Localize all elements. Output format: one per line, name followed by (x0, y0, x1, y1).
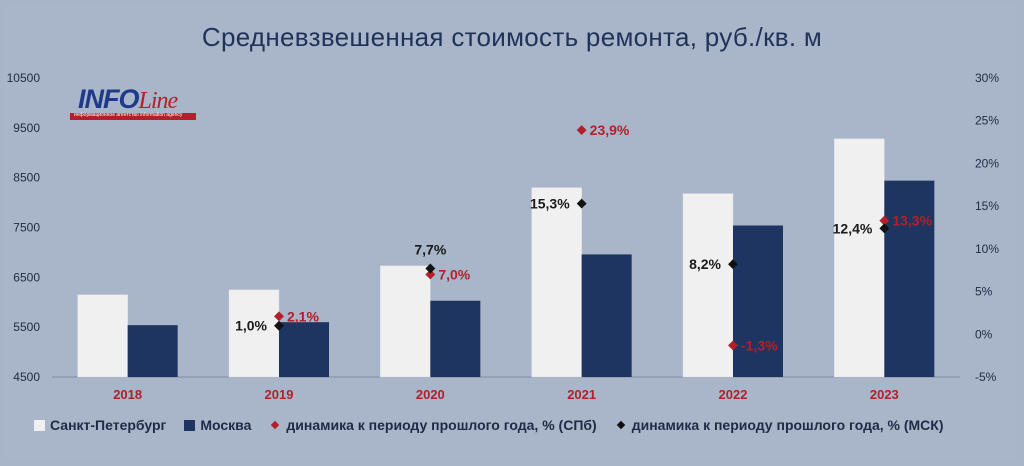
y-right-tick-label: -5% (975, 370, 997, 384)
legend-label-msk: Москва (200, 417, 252, 433)
data-label-spb-dyn: -1,3% (741, 337, 778, 353)
marker-spb-dyn (879, 215, 890, 226)
x-tick-label: 2018 (113, 387, 142, 402)
legend-label-msk-dyn: динамика к периоду прошлого года, % (МСК… (631, 417, 944, 433)
legend-marker-msk-dyn (616, 420, 625, 430)
bar-msk (884, 180, 935, 377)
marker-spb-dyn (576, 125, 587, 136)
logo-wordmark: INFOLine (78, 84, 178, 114)
legend-item-spb-dyn: динамика к периоду прошлого года, % (СПб… (269, 417, 597, 433)
legend-swatch-spb (34, 419, 45, 431)
bar-msk (581, 254, 632, 377)
marker-msk-dyn (879, 223, 890, 234)
data-label-msk-dyn: 1,0% (235, 318, 267, 334)
logo-bar (70, 113, 196, 120)
marker-msk-dyn (274, 320, 284, 331)
bar-msk (279, 322, 329, 377)
data-label-msk-dyn: 15,3% (530, 196, 570, 212)
bar-spb (682, 193, 734, 378)
marker-msk-dyn (576, 198, 587, 209)
y-left-tick-label: 8500 (13, 171, 40, 185)
legend-item-msk-dyn: динамика к периоду прошлого года, % (МСК… (615, 417, 944, 433)
data-label-spb-dyn: 23,9% (590, 122, 630, 138)
bar-msk (127, 325, 178, 377)
data-label-spb-dyn: 7,0% (438, 266, 470, 282)
legend-swatch-msk (184, 419, 196, 431)
marker-spb-dyn (274, 311, 284, 322)
y-left-tick-label: 10500 (7, 71, 41, 85)
y-right-tick-label: 15% (975, 199, 999, 213)
bar-msk (733, 225, 783, 377)
y-right-tick-label: 20% (975, 156, 999, 170)
legend-label-spb: Санкт-Петербург (50, 417, 167, 433)
y-right-tick-label: 25% (975, 114, 999, 128)
bar-spb (834, 138, 885, 378)
legend-item-msk: Москва (184, 417, 251, 433)
bar-msk (430, 300, 481, 377)
infoline-logo: INFOLine информационное агентство inform… (70, 84, 200, 124)
legend-item-spb: Санкт-Петербург (34, 417, 166, 433)
x-tick-label: 2023 (870, 387, 899, 402)
y-left-tick-label: 6500 (13, 270, 40, 284)
y-right-tick-label: 10% (975, 242, 999, 256)
y-right-tick-label: 0% (975, 327, 993, 341)
x-tick-label: 2022 (719, 387, 748, 402)
x-tick-label: 2020 (416, 387, 445, 402)
marker-spb-dyn (728, 340, 738, 351)
bar-spb (228, 289, 280, 378)
y-left-tick-label: 4500 (13, 370, 40, 384)
y-left-tick-label: 9500 (13, 121, 40, 135)
marker-msk-dyn (728, 259, 738, 270)
legend-label-spb-dyn: динамика к периоду прошлого года, % (СПб… (286, 417, 597, 433)
data-label-spb-dyn: 13,3% (892, 213, 932, 229)
logo-tagline: информационное агентство information age… (74, 112, 183, 118)
y-left-tick-label: 7500 (13, 221, 40, 235)
legend: Санкт-Петербург Москва динамика к период… (34, 417, 962, 433)
bar-spb (77, 294, 128, 378)
legend-marker-spb-dyn (271, 420, 280, 430)
marker-msk-dyn (425, 263, 436, 274)
x-tick-label: 2021 (567, 387, 596, 402)
x-tick-label: 2019 (265, 387, 294, 402)
bar-spb (380, 265, 431, 378)
marker-spb-dyn (425, 269, 436, 280)
bar-spb (531, 187, 582, 378)
data-label-msk-dyn: 12,4% (833, 220, 873, 236)
y-right-tick-label: 30% (975, 71, 999, 85)
y-left-tick-label: 5500 (13, 320, 40, 334)
chart-title: Средневзвешенная стоимость ремонта, руб.… (201, 22, 823, 52)
data-label-msk-dyn: 7,7% (414, 242, 446, 258)
data-label-msk-dyn: 8,2% (689, 256, 721, 272)
data-label-spb-dyn: 2,1% (287, 308, 319, 324)
y-right-tick-label: 5% (975, 285, 993, 299)
